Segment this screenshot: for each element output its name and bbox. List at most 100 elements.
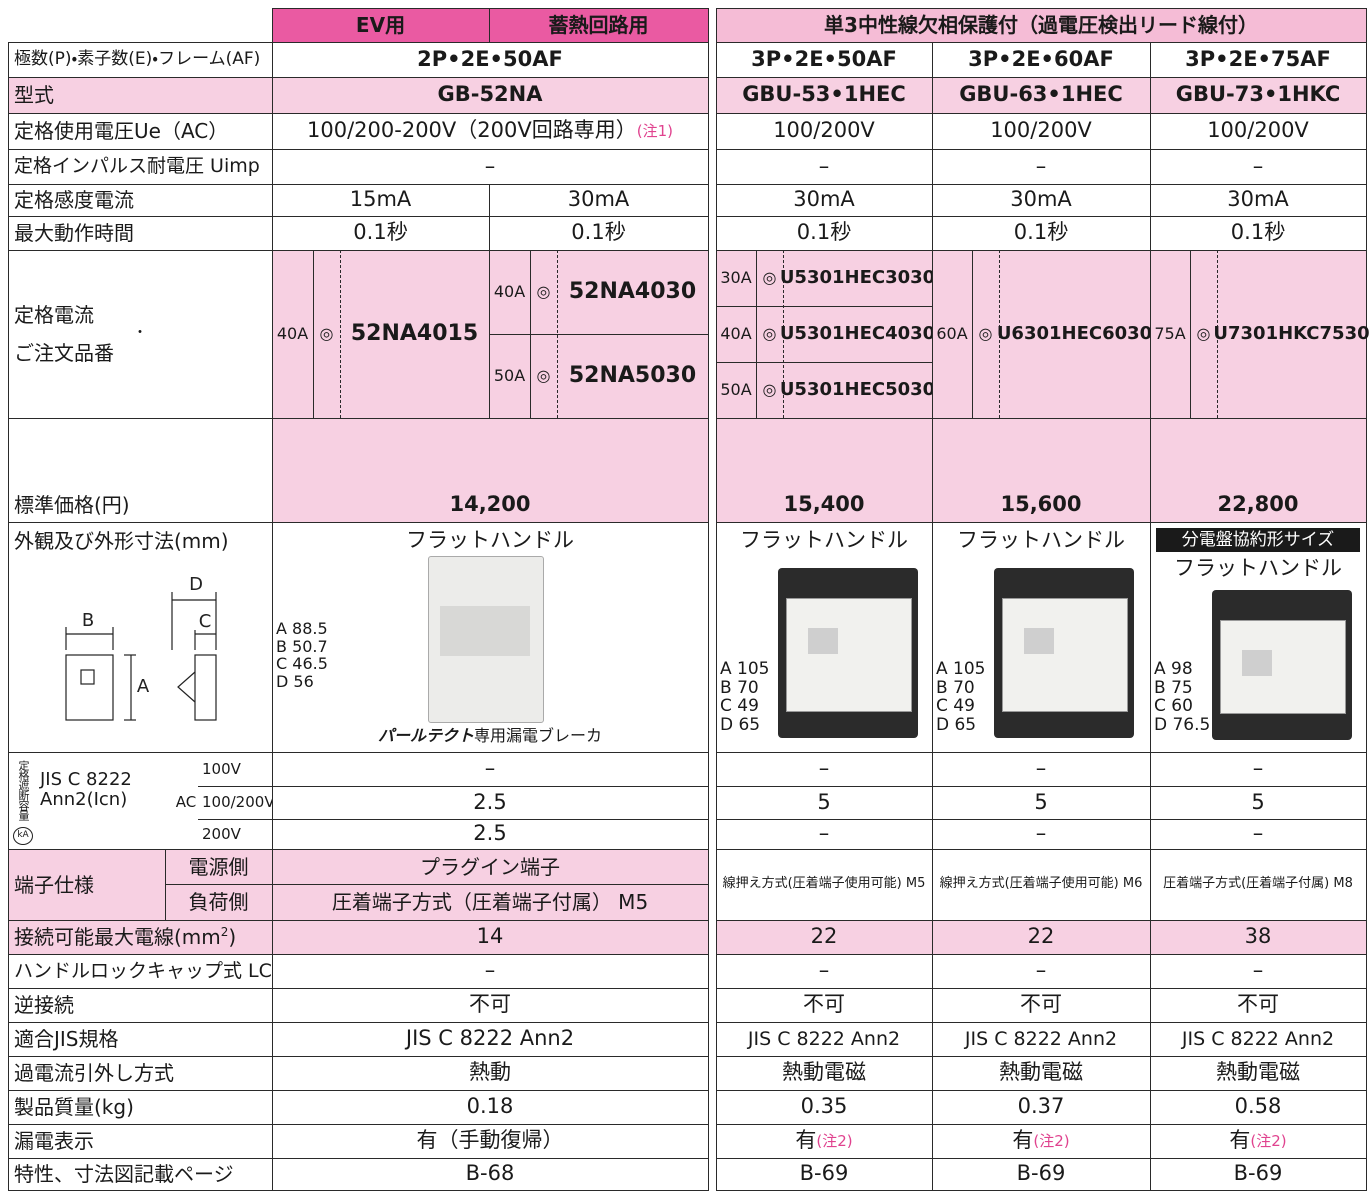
cell-text: A 98 B 75 C 60 D 76.5 (1154, 660, 1210, 745)
text: フラットハンドル (1174, 556, 1342, 581)
cell-text: 負荷側 (165, 884, 272, 920)
cell (272, 920, 709, 955)
text: 22,800 (1217, 491, 1299, 516)
label-cell (8, 1158, 273, 1191)
row-label: 特性、寸法図記載ページ (8, 1158, 272, 1190)
cell-text: 15mA (272, 184, 489, 216)
text: 線押え方式(圧着端子使用可能) M6 (939, 876, 1143, 892)
cell-text: U5301HEC3030 (780, 250, 935, 306)
text: 0.35 (800, 1094, 848, 1119)
text: 50A (493, 366, 526, 386)
cell-text: A 105 B 70 C 49 D 65 (720, 660, 776, 745)
row-label: 定格電流・ご注文品番 (8, 290, 272, 378)
cell (716, 1090, 933, 1125)
row-label: 製品質量(kg) (8, 1090, 272, 1124)
cell (272, 884, 709, 921)
text: 100/200-200V（200V回路専用） (307, 118, 637, 143)
cell-text: 熱動電磁 (1150, 1056, 1366, 1090)
row-label: 適合JIS規格 (8, 1022, 272, 1056)
text: B-68 (465, 1161, 515, 1186)
text: 60A (936, 324, 968, 344)
cell-text: 30mA (932, 184, 1150, 216)
product-image (1242, 650, 1272, 676)
label-cell (8, 77, 273, 114)
cell (272, 954, 709, 989)
text: 極数(P)・素子数(E)・フレーム(AF) (14, 49, 261, 70)
cell-text: フラットハンドル (272, 524, 708, 558)
text: 圧着端子方式(圧着端子付属) M8 (1163, 876, 1353, 892)
dim-letter: B (82, 610, 94, 631)
text: EV用 (355, 13, 406, 37)
text: – (1252, 821, 1264, 846)
text: 単3中性線欠相保護付（過電圧検出リード線付） (824, 13, 1258, 37)
text: 型式 (14, 83, 54, 107)
text: – (1252, 153, 1264, 178)
text: 専用漏電ブレーカ (474, 726, 603, 746)
row-label: 接続可能最大電線(mm 2) (8, 920, 272, 954)
cell-text: 0.35 (716, 1090, 932, 1124)
cell (1150, 920, 1367, 955)
text: 52NA5030 (568, 362, 697, 388)
text: 0.37 (1017, 1094, 1065, 1119)
cell-text: 200V (198, 819, 272, 849)
cell (1150, 849, 1367, 921)
cell (1150, 1124, 1367, 1159)
cell-text: JIS C 8222 Ann2 (1150, 1022, 1366, 1056)
text: 熱動電磁 (999, 1060, 1083, 1085)
cell-text: 100/200V (932, 113, 1150, 149)
cell (932, 988, 1151, 1023)
text: 100/200V (1207, 118, 1309, 143)
cell-text: 14 (272, 920, 708, 954)
cell-text: 75A (1150, 250, 1190, 418)
dim-letter: C (199, 611, 212, 632)
text: 圧着端子方式（圧着端子付属） M5 (331, 890, 649, 914)
text: – (484, 958, 496, 983)
text: フラットハンドル (740, 528, 908, 553)
label-cell (8, 1056, 273, 1091)
text: 過電流引外し方式 (14, 1061, 174, 1085)
text: 不可 (1020, 992, 1062, 1017)
cell (1150, 250, 1367, 419)
text: ◎ (319, 324, 334, 344)
cell-text: 有 (注2) (1150, 1124, 1366, 1158)
text: U5301HEC5030 (779, 379, 936, 401)
cell-text: ◎ (756, 250, 783, 306)
dim-letter: A (137, 676, 150, 697)
cell-text: 2.5 (272, 819, 708, 849)
label-cell (8, 522, 273, 753)
cell (716, 42, 933, 78)
cell-text: フラットハンドル (716, 524, 932, 558)
text: A 105 (936, 659, 986, 679)
cell (272, 250, 490, 419)
cell (272, 1158, 709, 1191)
text: フラットハンドル (957, 528, 1125, 553)
text: B 50.7 (276, 636, 328, 656)
cell-text: AC (172, 786, 200, 819)
text: 定格感度電流 (14, 188, 134, 212)
text: U6301HEC6030 (996, 323, 1153, 345)
text: 52NA4030 (568, 278, 697, 304)
text: 不可 (469, 992, 511, 1017)
text: 14,200 (449, 491, 531, 516)
cell-text: 不可 (716, 988, 932, 1022)
cell-text: 0.37 (932, 1090, 1150, 1124)
text: GB-52NA (437, 82, 543, 107)
cell (932, 1124, 1151, 1159)
cell-text: 熱動 (272, 1056, 708, 1090)
header: 単3中性線欠相保護付（過電圧検出リード線付） (716, 8, 1366, 42)
text: 30A (720, 268, 752, 288)
text: (注2) (816, 1131, 853, 1150)
text: 0.1秒 (1230, 220, 1286, 245)
cell-text: 0.18 (272, 1090, 708, 1124)
cell-text: フラットハンドル (932, 524, 1150, 558)
text: 定格インパルス耐電圧 Uimp (14, 155, 260, 178)
text: 30mA (793, 187, 855, 212)
text: JIS C 8222 Ann2 (964, 1027, 1118, 1050)
cell (932, 1090, 1151, 1125)
text: 100/200V (202, 793, 275, 812)
text: 製品質量(kg) (14, 1095, 134, 1119)
text: 端子仕様 (14, 872, 94, 897)
cell-text: 熱動電磁 (932, 1056, 1150, 1090)
cell (1150, 1158, 1367, 1191)
